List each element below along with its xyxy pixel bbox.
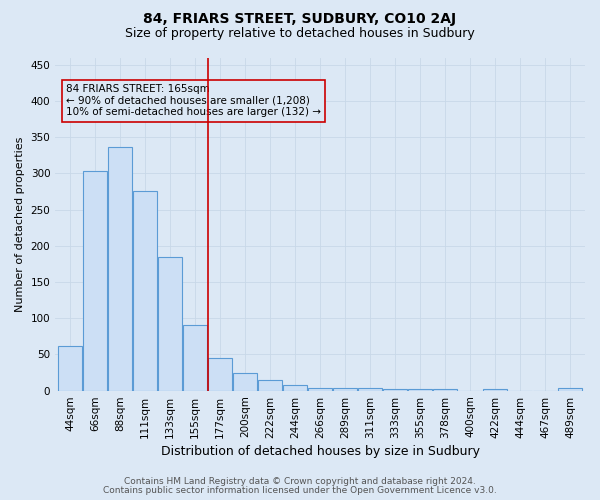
- Bar: [383, 389, 407, 390]
- Bar: [183, 326, 207, 390]
- Text: Contains public sector information licensed under the Open Government Licence v3: Contains public sector information licen…: [103, 486, 497, 495]
- Bar: [333, 388, 357, 390]
- Bar: [308, 388, 332, 390]
- Bar: [108, 146, 132, 390]
- Bar: [358, 388, 382, 390]
- Bar: [283, 385, 307, 390]
- Text: Contains HM Land Registry data © Crown copyright and database right 2024.: Contains HM Land Registry data © Crown c…: [124, 477, 476, 486]
- Text: 84, FRIARS STREET, SUDBURY, CO10 2AJ: 84, FRIARS STREET, SUDBURY, CO10 2AJ: [143, 12, 457, 26]
- Bar: [433, 389, 457, 390]
- Bar: [408, 389, 432, 390]
- Text: Size of property relative to detached houses in Sudbury: Size of property relative to detached ho…: [125, 28, 475, 40]
- Bar: [558, 388, 582, 390]
- Bar: [158, 256, 182, 390]
- Bar: [208, 358, 232, 390]
- Y-axis label: Number of detached properties: Number of detached properties: [15, 136, 25, 312]
- Bar: [83, 171, 107, 390]
- X-axis label: Distribution of detached houses by size in Sudbury: Distribution of detached houses by size …: [161, 444, 479, 458]
- Bar: [233, 373, 257, 390]
- Bar: [258, 380, 282, 390]
- Bar: [58, 346, 82, 391]
- Bar: [483, 389, 507, 390]
- Text: 84 FRIARS STREET: 165sqm
← 90% of detached houses are smaller (1,208)
10% of sem: 84 FRIARS STREET: 165sqm ← 90% of detach…: [66, 84, 321, 117]
- Bar: [133, 192, 157, 390]
